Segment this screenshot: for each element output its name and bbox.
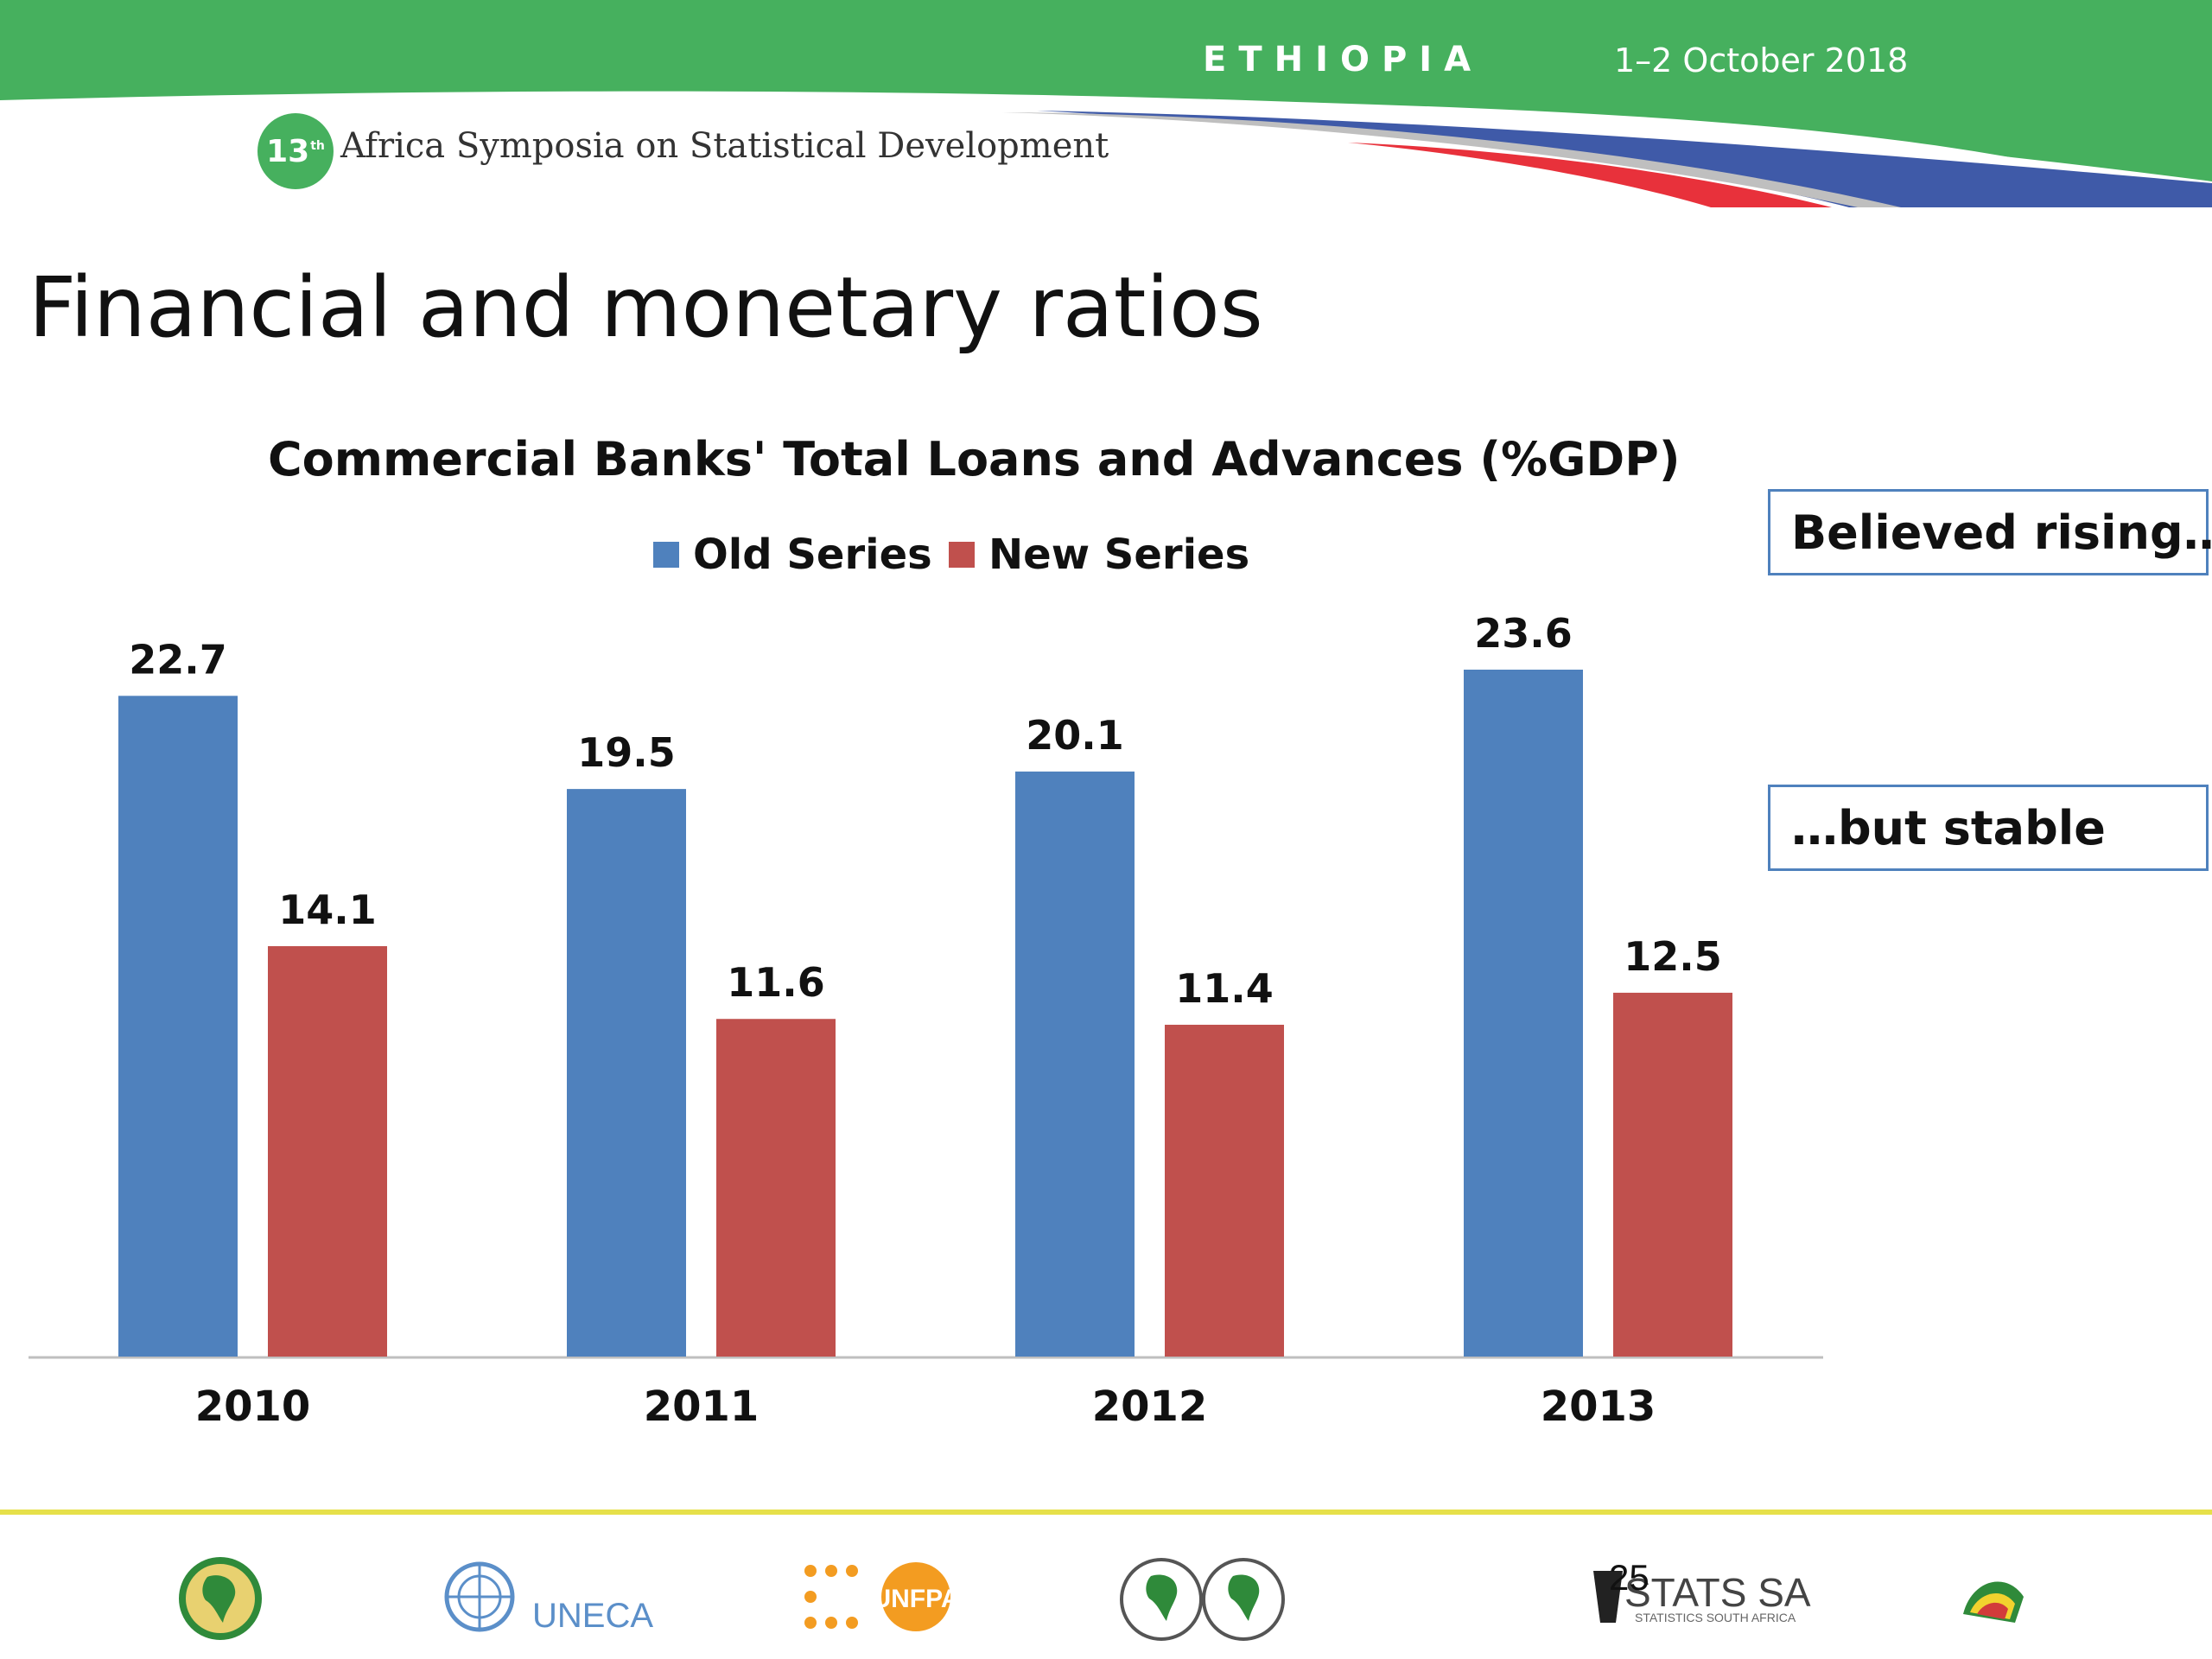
afdb-logos	[1120, 1558, 1285, 1641]
x-tick-label-2010: 2010	[195, 1382, 311, 1431]
edition-number: 13	[266, 133, 310, 169]
slide-title: Financial and monetary ratios	[29, 259, 1263, 356]
data-label-new-series-2011: 11.6	[727, 959, 825, 1006]
legend-item-new-series: New Series	[949, 531, 1249, 579]
unfpa-label: UNFPA	[872, 1585, 957, 1613]
x-tick-label-2011: 2011	[644, 1382, 760, 1431]
callout-but-stable: …but stable	[1768, 785, 2209, 871]
callout-believed-rising: Believed rising…	[1768, 489, 2212, 575]
data-label-new-series-2012: 11.4	[1175, 965, 1274, 1012]
bar-old-series-2011	[567, 789, 686, 1357]
bar-new-series-2013	[1613, 992, 1732, 1357]
uneca-label: UNECA	[532, 1597, 654, 1635]
data-label-old-series-2013: 23.6	[1474, 610, 1573, 657]
legend-label-new-series: New Series	[988, 531, 1250, 579]
data-label-old-series-2011: 19.5	[577, 729, 676, 776]
country-label: ETHIOPIA	[1203, 40, 1484, 79]
header-green-band	[0, 0, 2212, 207]
csa-ethiopia-logo	[1963, 1581, 2024, 1623]
data-label-old-series-2012: 20.1	[1026, 712, 1124, 759]
header-white-swoosh	[994, 105, 2212, 207]
legend-item-old-series: Old Series	[653, 531, 932, 579]
data-label-new-series-2013: 12.5	[1624, 933, 1722, 980]
chart-title: Commercial Banks' Total Loans and Advanc…	[268, 432, 1681, 486]
bar-new-series-2011	[716, 1019, 836, 1357]
legend-label-old-series: Old Series	[693, 531, 932, 579]
page-number: 25	[1609, 1557, 1649, 1598]
african-union-logo	[179, 1557, 262, 1640]
un-logo	[444, 1561, 515, 1632]
x-tick-label-2013: 2013	[1541, 1382, 1656, 1431]
bar-old-series-2010	[118, 696, 238, 1357]
event-dates: 1–2 October 2018	[1614, 41, 1909, 79]
legend-swatch-old-series	[653, 542, 679, 568]
data-label-new-series-2010: 14.1	[278, 887, 377, 933]
bar-chart: 22.7 14.1 2010 19.5 11.6 2011 20.1 11.4 2012 23.6…	[29, 610, 1823, 1431]
edition-suffix: th	[310, 139, 325, 153]
bar-new-series-2010	[268, 946, 387, 1357]
bar-old-series-2012	[1015, 771, 1135, 1357]
bar-new-series-2012	[1165, 1024, 1284, 1357]
event-name: Africa Symposia on Statistical Developme…	[340, 126, 1109, 166]
header-red-swoosh	[1348, 143, 1832, 207]
stats-sa-label: STATS SA	[1624, 1570, 1811, 1615]
footer-divider	[0, 1510, 2212, 1515]
x-tick-label-2012: 2012	[1092, 1382, 1208, 1431]
header-banner	[0, 0, 2212, 207]
bar-old-series-2013	[1464, 670, 1583, 1357]
legend-swatch-new-series	[949, 542, 975, 568]
stats-sa-sublabel: STATISTICS SOUTH AFRICA	[1635, 1611, 1796, 1624]
stats-sa-emblem	[1593, 1571, 1623, 1623]
unfpa-logo: UNFPA	[804, 1562, 957, 1631]
data-label-old-series-2010: 22.7	[129, 636, 227, 683]
